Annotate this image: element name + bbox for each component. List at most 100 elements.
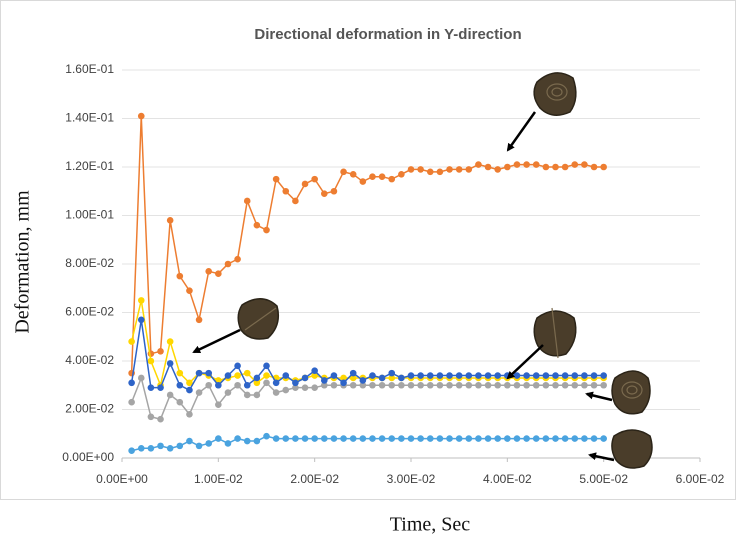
- data-point: [148, 413, 155, 420]
- data-point: [311, 435, 318, 442]
- data-point: [417, 382, 424, 389]
- data-point: [475, 435, 482, 442]
- data-point: [263, 380, 270, 387]
- data-point: [591, 372, 598, 379]
- data-point: [398, 375, 405, 382]
- data-point: [379, 375, 386, 382]
- data-point: [562, 164, 569, 171]
- data-point: [388, 370, 395, 377]
- data-point: [350, 370, 357, 377]
- data-point: [225, 389, 232, 396]
- data-point: [273, 435, 280, 442]
- data-point: [302, 181, 309, 188]
- data-point: [177, 399, 184, 406]
- data-point: [186, 287, 193, 294]
- data-point: [273, 380, 280, 387]
- data-point: [504, 382, 511, 389]
- data-point: [225, 372, 232, 379]
- data-point: [196, 389, 203, 396]
- data-point: [205, 382, 212, 389]
- data-point: [302, 384, 309, 391]
- data-point: [254, 375, 261, 382]
- data-point: [417, 166, 424, 173]
- data-point: [591, 164, 598, 171]
- x-tick-label: 6.00E-02: [676, 472, 725, 486]
- data-point: [369, 382, 376, 389]
- data-point: [234, 372, 241, 379]
- data-point: [167, 360, 174, 367]
- data-point: [456, 382, 463, 389]
- y-tick-label: 8.00E-02: [65, 256, 114, 270]
- data-point: [552, 382, 559, 389]
- data-point: [148, 384, 155, 391]
- data-point: [340, 380, 347, 387]
- y-axis-title: Deformation, mm: [12, 190, 34, 334]
- data-point: [466, 435, 473, 442]
- data-point: [562, 382, 569, 389]
- data-point: [456, 166, 463, 173]
- data-point: [244, 392, 251, 399]
- data-point: [523, 435, 530, 442]
- data-point: [350, 171, 357, 178]
- data-point: [600, 164, 607, 171]
- data-point: [437, 435, 444, 442]
- data-point: [177, 443, 184, 450]
- data-point: [177, 273, 184, 280]
- x-tick-label: 0.00E+00: [96, 472, 148, 486]
- y-tick-label: 1.40E-01: [65, 111, 114, 125]
- data-point: [485, 435, 492, 442]
- data-point: [494, 435, 501, 442]
- y-tick-label: 6.00E-02: [65, 305, 114, 319]
- data-point: [340, 169, 347, 176]
- data-point: [331, 435, 338, 442]
- data-point: [562, 435, 569, 442]
- data-point: [234, 435, 241, 442]
- data-point: [369, 435, 376, 442]
- data-point: [263, 433, 270, 440]
- data-point: [475, 161, 482, 168]
- data-point: [369, 173, 376, 180]
- data-point: [533, 372, 540, 379]
- data-point: [485, 372, 492, 379]
- data-point: [360, 377, 367, 384]
- data-point: [591, 435, 598, 442]
- data-point: [571, 372, 578, 379]
- data-point: [350, 382, 357, 389]
- data-point: [456, 435, 463, 442]
- data-point: [360, 178, 367, 185]
- data-point: [205, 440, 212, 447]
- data-point: [138, 297, 145, 304]
- data-point: [600, 372, 607, 379]
- data-point: [215, 435, 222, 442]
- data-point: [321, 377, 328, 384]
- data-point: [446, 382, 453, 389]
- data-point: [417, 435, 424, 442]
- data-point: [157, 443, 164, 450]
- data-point: [533, 161, 540, 168]
- data-point: [138, 113, 145, 120]
- data-point: [514, 382, 521, 389]
- data-point: [234, 256, 241, 263]
- data-point: [494, 382, 501, 389]
- data-point: [196, 370, 203, 377]
- data-point: [552, 435, 559, 442]
- data-point: [379, 382, 386, 389]
- data-point: [128, 399, 135, 406]
- y-tick-label: 1.60E-01: [65, 62, 114, 76]
- data-point: [523, 372, 530, 379]
- data-point: [581, 435, 588, 442]
- data-point: [302, 375, 309, 382]
- data-point: [234, 382, 241, 389]
- data-point: [196, 316, 203, 323]
- data-point: [475, 372, 482, 379]
- data-point: [552, 164, 559, 171]
- data-point: [581, 372, 588, 379]
- data-point: [244, 198, 251, 205]
- data-point: [128, 338, 135, 345]
- data-point: [485, 382, 492, 389]
- data-point: [591, 382, 598, 389]
- x-tick-label: 5.00E-02: [579, 472, 628, 486]
- chart-title: Directional deformation in Y-direction: [254, 26, 521, 43]
- data-point: [417, 372, 424, 379]
- data-point: [138, 445, 145, 452]
